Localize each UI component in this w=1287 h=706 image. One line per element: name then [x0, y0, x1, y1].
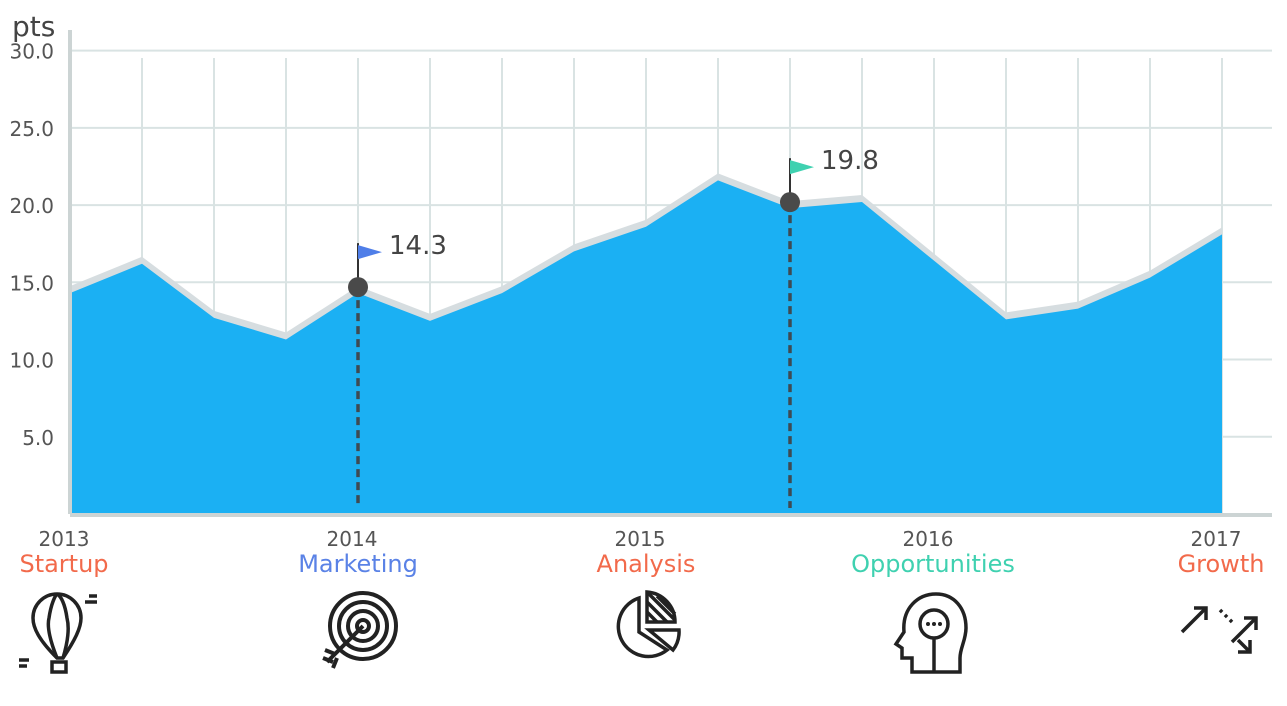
stage-opportunities: Opportunities: [843, 548, 1023, 678]
y-tick-label: 25.0: [9, 117, 54, 141]
stage-marketing: Marketing: [268, 548, 448, 678]
y-tick-label: 15.0: [9, 271, 54, 295]
stage-label: Marketing: [298, 550, 418, 578]
y-axis-unit: pts: [12, 10, 55, 43]
stage-startup: Startup: [0, 548, 154, 678]
y-tick-label: 30.0: [9, 40, 54, 64]
growth-arrows-icon: [1180, 606, 1258, 654]
x-tick-label: 2014: [327, 527, 378, 551]
data-point-marker: [780, 192, 800, 213]
x-tick-label: 2017: [1191, 527, 1242, 551]
pie-chart-icon: [616, 590, 681, 659]
flag-annotation: 19.8: [780, 146, 879, 508]
stage-label: Growth: [1177, 550, 1265, 578]
head-thought-icon: [893, 592, 968, 674]
y-tick-label: 20.0: [9, 194, 54, 218]
x-tick-label: 2013: [39, 527, 90, 551]
stage-label: Startup: [19, 550, 109, 578]
flag-annotation: 14.3: [348, 231, 447, 508]
area-series: [70, 173, 1222, 514]
x-axis-labels: 2013 2014 2015 2016 2017: [39, 527, 1242, 551]
stage-analysis: Analysis: [556, 548, 736, 678]
y-tick-label: 10.0: [9, 349, 54, 373]
stage-label: Opportunities: [851, 550, 1015, 578]
annotations: 14.3 19.8: [348, 146, 879, 508]
stage-label: Analysis: [596, 550, 696, 578]
target-arrow-icon: [322, 591, 398, 669]
area-fill: [70, 180, 1222, 514]
data-label: 14.3: [389, 231, 447, 261]
stage-growth: Growth: [1131, 548, 1287, 678]
x-tick-label: 2016: [903, 527, 954, 551]
flag-icon: [790, 160, 814, 175]
hot-air-balloon-icon: [19, 592, 97, 674]
data-label: 19.8: [821, 146, 879, 176]
x-tick-label: 2015: [615, 527, 666, 551]
axes: [68, 30, 1272, 517]
y-tick-label: 5.0: [22, 426, 54, 450]
data-point-marker: [348, 277, 368, 298]
flag-icon: [358, 245, 382, 260]
y-axis-labels: 5.0 10.0 15.0 20.0 25.0 30.0: [9, 40, 54, 450]
